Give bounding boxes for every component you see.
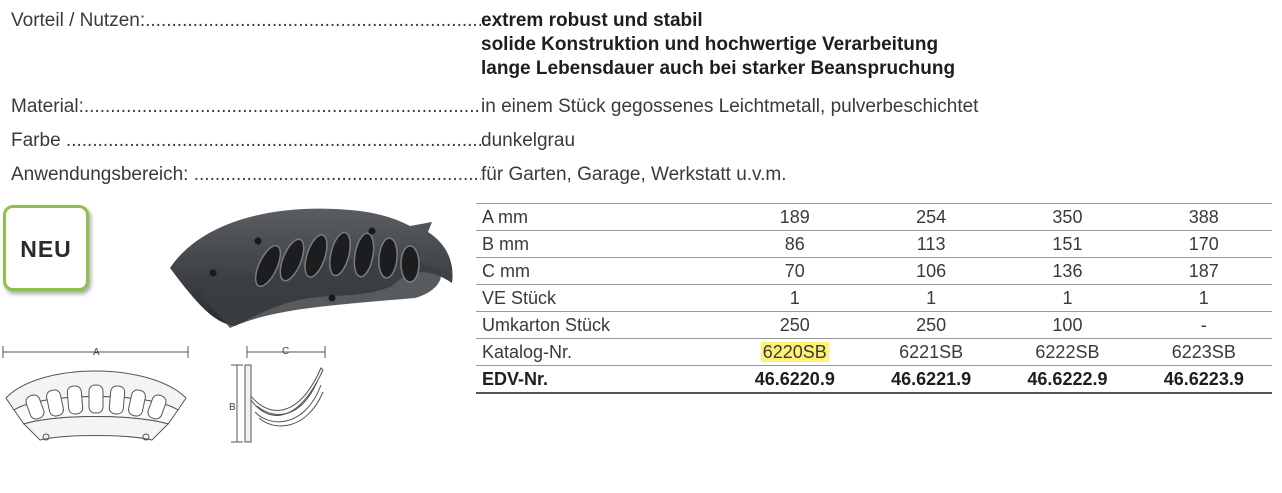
spec-value: in einem Stück gegossenes Leichtmetall, … — [481, 96, 979, 117]
table-cell: 136 — [999, 257, 1136, 285]
row-label: A mm — [476, 203, 727, 231]
table-cell: 189 — [726, 203, 863, 231]
spec-label: Farbe ..................................… — [11, 130, 481, 151]
dim-a-label: A — [93, 347, 100, 358]
table-cell: 1 — [999, 284, 1136, 312]
highlighted-cell-text: 6220SB — [760, 341, 829, 362]
table-cell: 100 — [999, 311, 1136, 339]
variant-table: A mm 189 254 350 388 B mm 86 113 151 170 C mm 70 106… — [476, 203, 1272, 394]
spec-value: dunkelgrau — [481, 130, 576, 151]
table-row: Katalog-Nr. 6220SB 6221SB 6222SB 6223SB — [476, 338, 1272, 366]
table-cell: 254 — [862, 203, 1000, 231]
table-cell: 1 — [862, 284, 1000, 312]
table-cell: 70 — [726, 257, 863, 285]
spec-value: extrem robust und stabil solide Konstruk… — [481, 9, 955, 81]
table-row: B mm 86 113 151 170 — [476, 230, 1272, 258]
table-cell: 388 — [1135, 203, 1272, 231]
spec-label: Anwendungsbereich: .....................… — [11, 164, 481, 185]
row-label: EDV-Nr. — [476, 365, 727, 394]
spec-label: Vorteil / Nutzen:.......................… — [11, 10, 481, 31]
table-row: C mm 70 106 136 187 — [476, 257, 1272, 285]
dim-b-label: B — [229, 402, 236, 413]
table-cell: - — [1135, 311, 1272, 339]
dim-c-label: C — [282, 346, 289, 357]
new-badge: NEU — [3, 205, 89, 291]
table-cell: 46.6220.9 — [726, 365, 863, 394]
table-cell: 1 — [726, 284, 863, 312]
table-cell: 113 — [862, 230, 1000, 258]
table-cell: 46.6222.9 — [999, 365, 1136, 394]
spec-label: Material:...............................… — [11, 96, 481, 117]
table-row: A mm 189 254 350 388 — [476, 203, 1272, 231]
table-cell: 151 — [999, 230, 1136, 258]
table-cell: 46.6221.9 — [862, 365, 1000, 394]
spec-value-line: lange Lebensdauer auch bei starker Beans… — [481, 58, 956, 79]
table-row: Umkarton Stück 250 250 100- — [476, 311, 1272, 339]
spec-value-line: solide Konstruktion und hochwertige Vera… — [481, 34, 939, 55]
row-label: Umkarton Stück — [476, 311, 727, 339]
table-cell: 6223SB — [1135, 338, 1272, 366]
row-label: C mm — [476, 257, 727, 285]
row-label: Katalog-Nr. — [476, 338, 727, 366]
table-cell: 170 — [1135, 230, 1272, 258]
table-cell: 106 — [862, 257, 1000, 285]
row-label: VE Stück — [476, 284, 727, 312]
table-cell: 6222SB — [999, 338, 1136, 366]
new-badge-label: NEU — [20, 236, 72, 262]
table-cell: 250 — [726, 311, 863, 339]
table-cell: 86 — [726, 230, 863, 258]
technical-drawing-side: C B — [229, 346, 326, 443]
table-cell: 46.6223.9 — [1135, 365, 1272, 394]
table-cell: 187 — [1135, 257, 1272, 285]
spec-value-line: extrem robust und stabil — [481, 10, 703, 31]
table-cell: 1 — [1135, 284, 1272, 312]
table-cell: 6221SB — [862, 338, 1000, 366]
technical-drawing-front: A — [2, 346, 189, 441]
table-cell: 250 — [862, 311, 1000, 339]
table-cell: 350 — [999, 203, 1136, 231]
row-label: B mm — [476, 230, 727, 258]
table-cell: 6220SB — [726, 338, 863, 366]
table-row: VE Stück 1 1 1 1 — [476, 284, 1272, 312]
table-row: EDV-Nr. 46.6220.9 46.6221.9 46.6222.9 46.622… — [476, 365, 1272, 394]
hose-holder-photo — [170, 208, 453, 328]
spec-value: für Garten, Garage, Werkstatt u.v.m. — [481, 164, 787, 185]
